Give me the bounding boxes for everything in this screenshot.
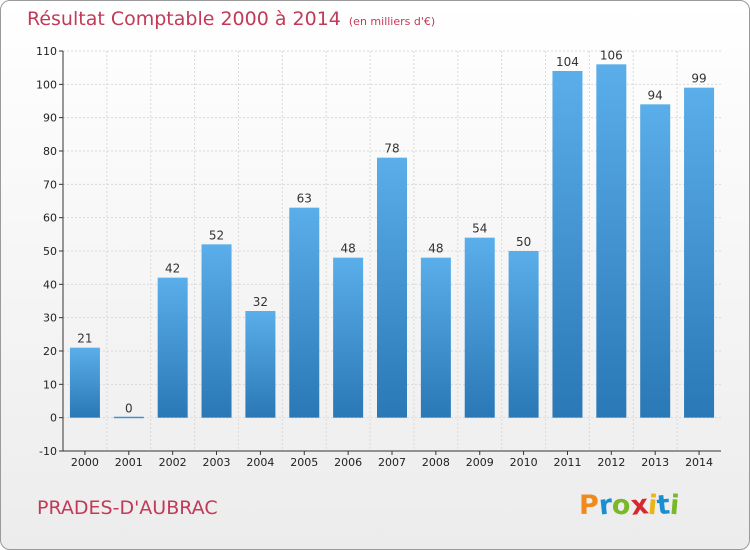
y-tick-label: 50 bbox=[43, 245, 57, 258]
y-tick-label: 10 bbox=[43, 378, 57, 391]
data-label: 99 bbox=[691, 72, 706, 86]
bar-2010 bbox=[508, 251, 539, 418]
y-tick-label: 30 bbox=[43, 312, 57, 325]
bar-2011 bbox=[552, 71, 583, 418]
bar-2003 bbox=[201, 244, 232, 418]
x-tick-label: 2003 bbox=[203, 456, 231, 469]
x-tick-label: 2007 bbox=[378, 456, 406, 469]
data-label: 0 bbox=[125, 402, 133, 416]
data-label: 48 bbox=[428, 242, 443, 256]
bar-2013 bbox=[640, 104, 671, 418]
data-label: 42 bbox=[165, 262, 180, 276]
bar-2002 bbox=[157, 277, 188, 418]
chart-title: Résultat Comptable 2000 à 2014 (en millie… bbox=[27, 8, 435, 30]
data-label: 106 bbox=[600, 48, 623, 62]
x-tick-label: 2012 bbox=[597, 456, 625, 469]
x-tick-label: 2002 bbox=[159, 456, 187, 469]
y-tick-label: 0 bbox=[50, 412, 57, 425]
bar-2007 bbox=[377, 157, 407, 418]
bar-2014 bbox=[684, 87, 715, 418]
proxiti-logo: Proxiti bbox=[579, 489, 681, 522]
x-tick-label: 2000 bbox=[71, 456, 99, 469]
bar-2000 bbox=[69, 347, 100, 418]
bar-2006 bbox=[333, 257, 364, 418]
data-label: 32 bbox=[253, 295, 268, 309]
y-tick-label: 70 bbox=[43, 178, 57, 191]
y-tick-label: 40 bbox=[43, 278, 57, 291]
chart-title-text: Résultat Comptable 2000 à 2014 bbox=[27, 8, 341, 30]
bar-2012 bbox=[596, 64, 627, 418]
x-tick-label: 2006 bbox=[334, 456, 362, 469]
data-label: 54 bbox=[472, 222, 487, 236]
logo-letter: P bbox=[579, 490, 599, 521]
data-label: 94 bbox=[648, 88, 663, 102]
bar-2008 bbox=[420, 257, 451, 418]
x-tick-label: 2005 bbox=[290, 456, 318, 469]
x-tick-label: 2004 bbox=[246, 456, 274, 469]
y-tick-label: -10 bbox=[39, 445, 57, 458]
y-tick-label: 60 bbox=[43, 212, 57, 225]
x-tick-label: 2001 bbox=[115, 456, 143, 469]
bar-2005 bbox=[289, 207, 320, 418]
y-tick-label: 110 bbox=[36, 45, 57, 58]
y-tick-label: 100 bbox=[36, 78, 57, 91]
x-tick-label: 2010 bbox=[510, 456, 538, 469]
logo-letter: i bbox=[668, 489, 681, 522]
place-name: PRADES-D'AUBRAC bbox=[37, 497, 218, 519]
x-tick-label: 2011 bbox=[553, 456, 581, 469]
y-tick-label: 20 bbox=[43, 345, 57, 358]
x-tick-label: 2008 bbox=[422, 456, 450, 469]
chart-unit: (en milliers d'€) bbox=[348, 15, 436, 28]
bar-2009 bbox=[464, 237, 495, 418]
x-tick-label: 2009 bbox=[466, 456, 494, 469]
y-tick-label: 80 bbox=[43, 145, 57, 158]
data-label: 63 bbox=[297, 192, 312, 206]
data-label: 104 bbox=[556, 55, 579, 69]
x-tick-label: 2013 bbox=[641, 456, 669, 469]
data-label: 52 bbox=[209, 228, 224, 242]
y-tick-label: 90 bbox=[43, 112, 57, 125]
x-tick-label: 2014 bbox=[685, 456, 713, 469]
bar-2004 bbox=[245, 311, 276, 418]
data-label: 21 bbox=[77, 332, 92, 346]
data-label: 48 bbox=[340, 242, 355, 256]
data-label: 50 bbox=[516, 235, 531, 249]
bar-2001 bbox=[113, 416, 144, 419]
data-label: 78 bbox=[384, 142, 399, 156]
